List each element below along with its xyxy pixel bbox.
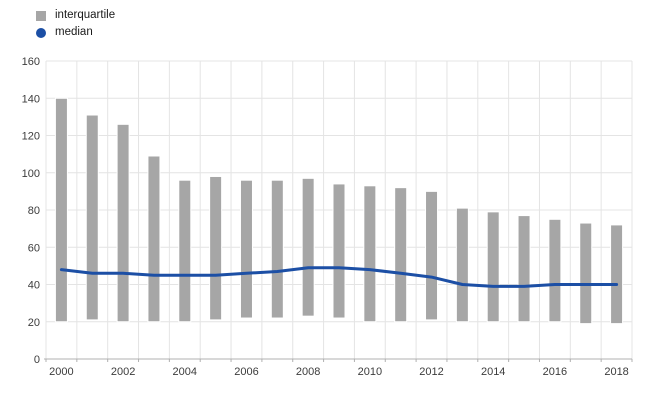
legend-item-interquartile: interquartile — [36, 7, 115, 24]
interquartile-bar — [579, 222, 593, 325]
interquartile-bar — [239, 179, 253, 319]
interquartile-bar — [301, 177, 315, 317]
interquartile-bar — [147, 155, 161, 323]
y-axis-tick-label: 120 — [22, 131, 40, 143]
y-axis-tick-label: 60 — [28, 242, 40, 254]
interquartile-swatch-icon — [36, 10, 46, 21]
interquartile-bar — [425, 190, 439, 321]
y-axis-tick-label: 40 — [28, 280, 40, 292]
x-axis-tick-label: 2016 — [543, 366, 567, 378]
y-axis-tick-label: 80 — [28, 205, 40, 217]
legend-label-interquartile: interquartile — [55, 9, 116, 21]
y-axis-tick-label: 140 — [22, 93, 40, 105]
y-axis-tick-label: 0 — [34, 354, 40, 366]
interquartile-bar — [85, 114, 99, 321]
x-axis-tick-label: 2002 — [111, 366, 135, 378]
interquartile-bar — [455, 207, 469, 323]
x-axis-tick-label: 2018 — [604, 366, 628, 378]
interquartile-bar — [332, 183, 346, 319]
y-axis-tick-label: 20 — [28, 317, 40, 329]
interquartile-bar — [209, 175, 223, 321]
median-line — [59, 266, 619, 288]
x-axis-tick-label: 2012 — [419, 366, 443, 378]
x-axis-tick-label: 2014 — [481, 366, 505, 378]
legend-label-median: median — [55, 26, 93, 38]
interquartile-bar — [517, 215, 531, 323]
interquartile-bar — [116, 123, 130, 323]
interquartile-bar — [363, 185, 377, 323]
legend-item-median: median — [36, 24, 115, 41]
x-axis-tick-label: 2010 — [358, 366, 382, 378]
interquartile-bar — [610, 224, 624, 325]
x-axis-tick-label: 2006 — [234, 366, 258, 378]
y-axis-tick-label: 160 — [22, 56, 40, 68]
interquartile-bar — [486, 211, 500, 323]
interquartile-bar — [54, 97, 68, 323]
interquartile-bar — [178, 179, 192, 323]
y-axis-tick-label: 100 — [22, 168, 40, 180]
x-axis-tick-label: 2004 — [173, 366, 197, 378]
interquartile-bar — [270, 179, 284, 319]
chart-legend: interquartile median — [36, 7, 115, 41]
interquartile-bar — [548, 218, 562, 323]
interquartile-bar — [394, 187, 408, 323]
x-axis-tick-label: 2008 — [296, 366, 320, 378]
x-axis-tick-label: 2000 — [49, 366, 73, 378]
median-swatch-icon — [36, 27, 46, 38]
